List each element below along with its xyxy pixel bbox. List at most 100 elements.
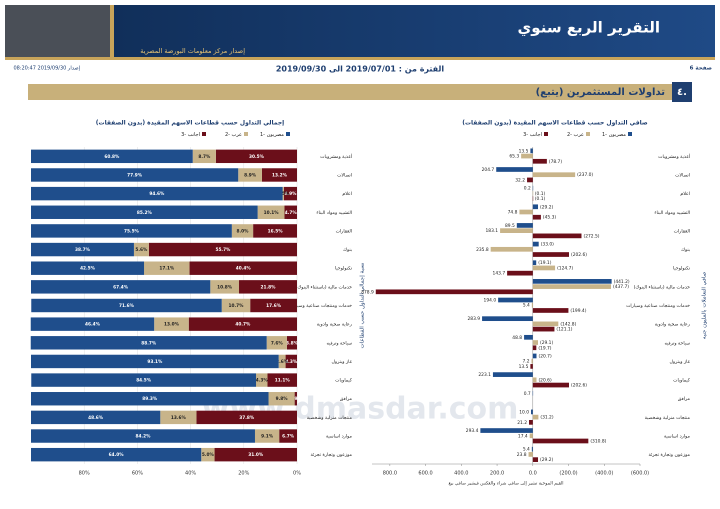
value-label: 65.3 [509, 154, 519, 160]
bar-segment [31, 149, 193, 164]
period: الفترة من : 2019/07/01 الى 2019/09/30 [276, 65, 445, 74]
value-label: 64.0% [109, 452, 125, 458]
value-label: 5.0% [202, 452, 215, 458]
bar [480, 428, 533, 433]
category-label: سياحة وترفيه [665, 341, 691, 346]
value-label: 31.0% [248, 452, 264, 458]
value-label: 8.0% [237, 228, 250, 234]
category-label: مرافق [678, 397, 691, 402]
bar [528, 452, 533, 457]
header-subtitle: إصدار مركز معلومات البورصة المصرية [140, 47, 245, 55]
bar [531, 409, 533, 415]
bar-segment [266, 336, 287, 350]
bar-segment [31, 447, 202, 462]
category-label: أغذية ومشروبات [658, 153, 691, 160]
value-label: 8.9% [244, 172, 257, 178]
value-label: (29.2) [540, 457, 553, 463]
value-label: 89.5 [505, 223, 515, 229]
section-bar [28, 84, 688, 100]
bar-segment [239, 280, 297, 294]
bar [532, 265, 556, 271]
value-label: 5.4 [523, 303, 530, 309]
bar-segment [31, 354, 279, 369]
bar-segment [231, 224, 254, 238]
x-tick-label: 0.0 [529, 471, 537, 477]
bar [532, 340, 538, 345]
bar [532, 321, 559, 327]
bar-segment [261, 168, 297, 182]
category-label: اعلام [680, 192, 690, 197]
value-label: (31.2) [540, 415, 553, 421]
category-label: خدمات مالية (باستثناء البنوك) [296, 284, 353, 290]
bar-segment [154, 317, 189, 331]
category-label: منتجات منزلية وشخصية [307, 416, 353, 421]
value-label: (29.2) [540, 204, 553, 210]
bar [529, 419, 533, 425]
bar [532, 345, 537, 351]
bar-segment [254, 429, 280, 443]
x-tick-label: (600.0) [631, 471, 649, 477]
bar [500, 228, 533, 234]
value-label: 17.4 [518, 433, 528, 439]
page-number: صفحة 6 [690, 66, 712, 72]
bar [507, 270, 533, 276]
value-label: 88.7% [141, 340, 157, 346]
bar-segment [188, 317, 297, 331]
bar-segment [192, 149, 216, 164]
section-number-box [672, 82, 692, 102]
bar-segment [31, 392, 269, 406]
value-label: 67.4% [113, 284, 129, 290]
bar-segment [284, 205, 297, 219]
bar-segment [144, 261, 190, 275]
category-label: غاز وبترول [670, 360, 691, 365]
bar-segment [196, 410, 297, 425]
bar-segment [31, 261, 145, 275]
category-label: رعاية صحية وادوية [317, 323, 352, 328]
chart-title: صافي التداول حسب قطاعات الاسهم المقيدة (… [462, 120, 648, 127]
value-label: 13.5 [519, 364, 529, 370]
x-tick-label: 0% [293, 471, 301, 477]
legend-label: مصريون -1 [602, 132, 626, 138]
category-label: سياحة وترفيه [327, 341, 353, 346]
legend-label: عرب -2 [225, 132, 242, 138]
value-label: 204.7 [482, 167, 495, 173]
value-label: (142.8) [560, 321, 576, 327]
bar [532, 158, 547, 164]
category-label: بنوك [681, 248, 690, 253]
bar-segment [221, 298, 251, 313]
header-photo [5, 5, 110, 57]
category-label: منتجات منزلية وشخصية [645, 416, 691, 421]
value-label: 37.8% [239, 415, 255, 421]
value-label: (20.7) [538, 353, 551, 359]
value-label: 4.3% [285, 359, 298, 365]
value-label: 40.7% [235, 322, 251, 328]
category-label: التشييد ومواد البناء [654, 211, 690, 216]
bar [532, 414, 539, 420]
value-label: 48.8 [512, 335, 522, 341]
value-label: 46.4% [85, 322, 101, 328]
y-axis-label: صافي التعاملات بالمليون جنيه [702, 271, 708, 339]
bar-segment [282, 186, 284, 201]
value-label: 283.9 [467, 316, 480, 322]
category-label: اعلام [342, 192, 352, 197]
bar [532, 284, 612, 289]
header-title: التقرير الربع سنوي [518, 19, 660, 38]
value-label: (202.6) [571, 383, 587, 389]
bar-segment [31, 242, 134, 257]
value-label: 40.4% [236, 266, 252, 272]
value-label: 878.9 [361, 289, 374, 295]
value-label: 10.0 [519, 409, 529, 415]
bar [519, 209, 533, 215]
bar [532, 279, 612, 284]
bar [530, 364, 533, 369]
value-label: (0.1) [535, 196, 546, 202]
bar-segment [279, 429, 297, 443]
bar-segment [189, 261, 297, 275]
value-label: 4.7% [285, 210, 298, 216]
value-label: 23.8 [517, 452, 527, 458]
value-label: 21.2 [517, 420, 527, 426]
legend-label: مصريون -1 [260, 132, 284, 138]
category-label: أغذية ومشروبات [320, 153, 353, 160]
x-tick-label: (400.0) [595, 471, 613, 477]
bar-segment [31, 410, 161, 425]
